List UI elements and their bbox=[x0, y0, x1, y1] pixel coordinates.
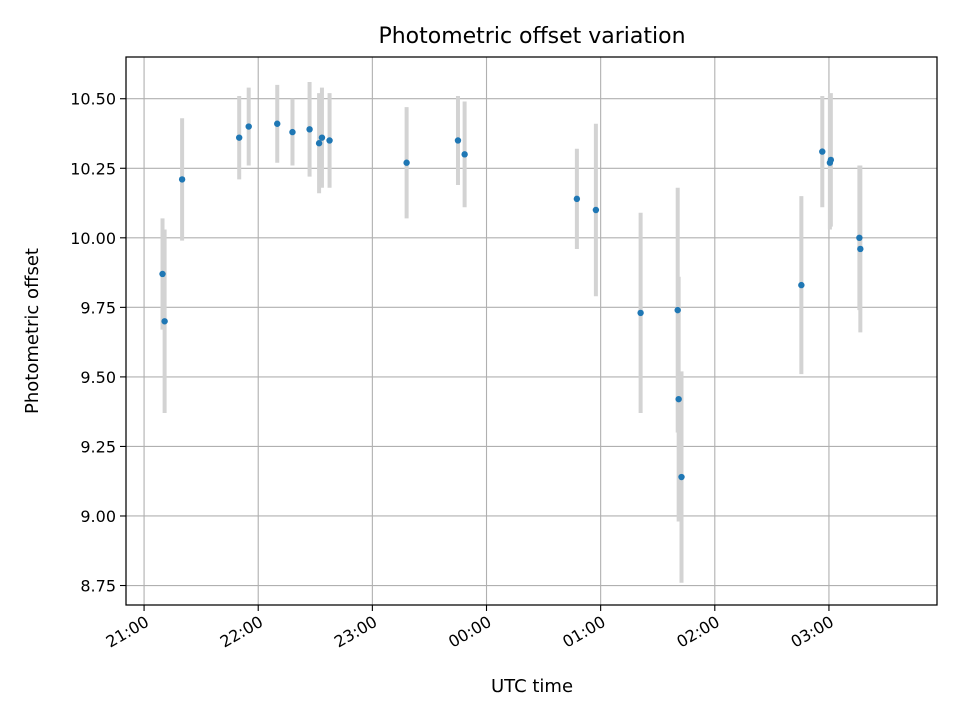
data-point bbox=[675, 395, 682, 403]
y-axis-ticks: 8.75 9.00 9.25 9.50 9.75 10.00 10.25 10.50 bbox=[70, 90, 126, 596]
grid-lines bbox=[126, 57, 937, 605]
data-point bbox=[318, 134, 326, 141]
data-point bbox=[856, 234, 863, 242]
y-tick-label: 8.75 bbox=[80, 577, 116, 596]
data-point bbox=[798, 281, 805, 289]
data-point bbox=[573, 195, 581, 203]
data-point bbox=[461, 151, 468, 158]
data-point bbox=[678, 473, 685, 481]
data-point bbox=[306, 126, 313, 133]
data-point bbox=[819, 148, 826, 155]
plot-frame bbox=[125, 56, 938, 606]
data-point bbox=[637, 309, 644, 317]
data-points bbox=[159, 120, 864, 481]
data-point bbox=[274, 120, 281, 127]
data-point bbox=[235, 134, 243, 141]
data-point bbox=[178, 176, 186, 183]
y-tick-label: 9.75 bbox=[80, 298, 116, 317]
y-tick-label: 10.50 bbox=[70, 90, 116, 109]
data-point bbox=[827, 156, 835, 164]
data-point bbox=[592, 206, 600, 214]
y-tick-label: 9.50 bbox=[80, 368, 116, 387]
y-axis-label: Photometric offset bbox=[22, 248, 43, 414]
x-axis-label: UTC time bbox=[491, 676, 573, 697]
data-point bbox=[857, 245, 864, 253]
data-point bbox=[245, 123, 252, 130]
data-point bbox=[454, 137, 462, 144]
data-point bbox=[161, 318, 168, 325]
y-tick-label: 10.25 bbox=[70, 159, 116, 178]
y-tick-label: 10.00 bbox=[70, 229, 116, 248]
data-point bbox=[403, 159, 410, 166]
data-point bbox=[326, 137, 333, 144]
data-point bbox=[315, 140, 323, 147]
chart-title: Photometric offset variation bbox=[378, 24, 685, 49]
y-tick-label: 9.00 bbox=[80, 507, 116, 526]
y-tick-label: 9.25 bbox=[80, 437, 116, 456]
data-point bbox=[674, 306, 681, 314]
data-point bbox=[159, 270, 166, 278]
data-point bbox=[289, 128, 296, 136]
